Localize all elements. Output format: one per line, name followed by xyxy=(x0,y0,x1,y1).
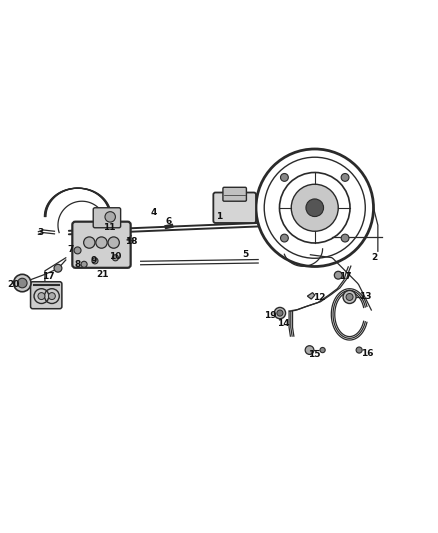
Text: 11: 11 xyxy=(102,223,115,232)
Text: 13: 13 xyxy=(359,292,371,301)
Circle shape xyxy=(81,261,87,268)
FancyBboxPatch shape xyxy=(93,208,120,228)
Circle shape xyxy=(343,290,356,303)
Circle shape xyxy=(280,234,288,242)
Circle shape xyxy=(14,274,31,292)
Text: 16: 16 xyxy=(361,349,373,358)
Circle shape xyxy=(356,347,362,353)
Text: 19: 19 xyxy=(264,311,276,320)
Circle shape xyxy=(48,293,55,300)
Polygon shape xyxy=(307,293,315,299)
Text: 7: 7 xyxy=(68,246,74,254)
Circle shape xyxy=(74,247,81,254)
Circle shape xyxy=(274,308,286,319)
Circle shape xyxy=(18,278,27,288)
Circle shape xyxy=(54,264,62,272)
Circle shape xyxy=(280,174,288,181)
Text: 21: 21 xyxy=(96,270,109,279)
Text: 8: 8 xyxy=(75,260,81,269)
FancyBboxPatch shape xyxy=(31,282,62,309)
Circle shape xyxy=(96,237,107,248)
Text: 14: 14 xyxy=(277,319,290,328)
Circle shape xyxy=(108,237,119,248)
FancyBboxPatch shape xyxy=(72,222,131,268)
Text: 10: 10 xyxy=(109,253,122,261)
Circle shape xyxy=(341,174,349,181)
Text: 2: 2 xyxy=(372,253,378,262)
FancyBboxPatch shape xyxy=(213,192,256,223)
Text: 6: 6 xyxy=(166,217,172,226)
Circle shape xyxy=(291,184,338,231)
Circle shape xyxy=(92,258,98,264)
Text: 3: 3 xyxy=(37,228,44,237)
Text: 18: 18 xyxy=(125,237,138,246)
Text: 5: 5 xyxy=(242,250,248,259)
Text: 20: 20 xyxy=(7,280,20,289)
Circle shape xyxy=(306,199,324,216)
Text: 4: 4 xyxy=(151,207,157,216)
Circle shape xyxy=(277,310,283,316)
FancyBboxPatch shape xyxy=(223,187,247,201)
Circle shape xyxy=(346,294,353,301)
Circle shape xyxy=(305,346,314,354)
Text: 9: 9 xyxy=(91,256,97,265)
Text: 15: 15 xyxy=(308,350,321,359)
Circle shape xyxy=(334,271,342,279)
Circle shape xyxy=(113,255,118,261)
Circle shape xyxy=(38,293,45,300)
Circle shape xyxy=(84,237,95,248)
Circle shape xyxy=(341,234,349,242)
Circle shape xyxy=(320,348,325,353)
Circle shape xyxy=(105,212,116,222)
Text: 17: 17 xyxy=(42,272,55,280)
Text: 1: 1 xyxy=(216,212,222,221)
Text: 12: 12 xyxy=(313,293,325,302)
Text: 17: 17 xyxy=(339,272,352,280)
